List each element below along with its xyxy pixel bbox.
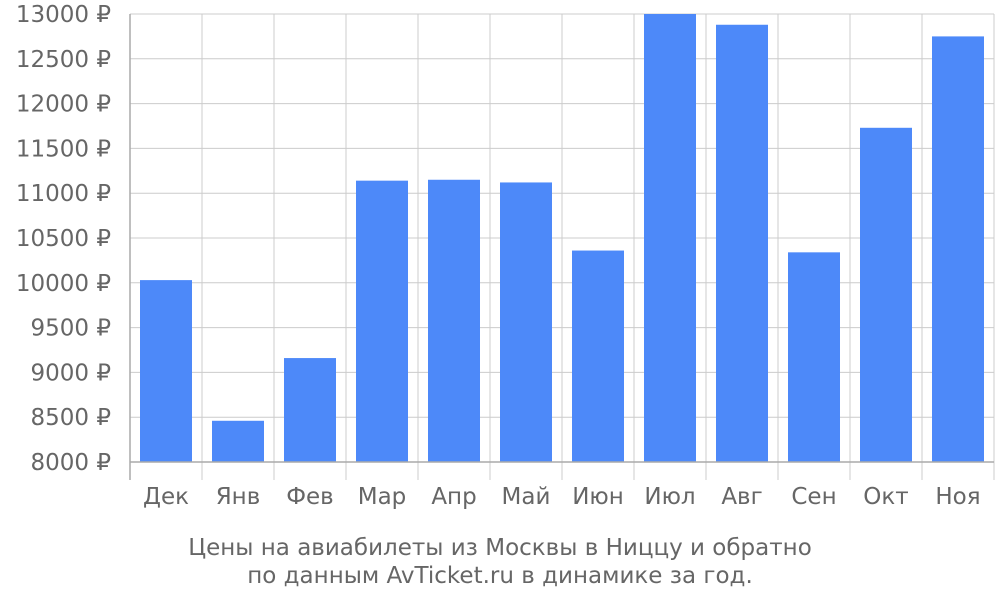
bar (428, 179, 480, 462)
x-tick-label: Сен (791, 484, 836, 510)
x-tick-label: Янв (216, 484, 261, 510)
y-tick-labels: 8000 ₽ 8500 ₽ 9000 ₽ 9500 ₽ 10000 ₽ 10500 ₽ 11… (16, 2, 111, 476)
x-tick-label: Авг (721, 484, 762, 510)
x-tick-label: Мар (358, 484, 407, 510)
bar (572, 250, 624, 462)
bar-chart: 8000 ₽ 8500 ₽ 9000 ₽ 9500 ₽ 10000 ₽ 10500 ₽ 11… (16, 2, 995, 510)
bar (860, 127, 912, 463)
x-tick-label: Апр (431, 484, 476, 510)
y-tick-label: 9500 ₽ (31, 316, 111, 342)
x-tick-label: Июн (572, 484, 624, 510)
chart-caption-line-1: Цены на авиабилеты из Москвы в Ниццу и о… (188, 535, 812, 561)
y-tick-label: 9000 ₽ (31, 360, 111, 386)
y-tick-label: 13000 ₽ (16, 2, 111, 28)
y-tick-label: 10000 ₽ (16, 271, 111, 297)
bar (644, 14, 696, 462)
x-tick-label: Окт (863, 484, 908, 510)
x-tick-label: Июл (644, 484, 695, 510)
y-tick-label: 8000 ₽ (31, 450, 111, 476)
bar (500, 182, 552, 462)
bars (140, 14, 984, 463)
y-tick-label: 12000 ₽ (16, 92, 111, 118)
bar (212, 420, 264, 462)
x-tick-labels: Дек Янв Фев Мар Апр Май Июн Июл Авг Сен Окт Ноя (143, 484, 981, 510)
x-tick-label: Фев (286, 484, 334, 510)
bar (140, 280, 192, 462)
bar (932, 36, 984, 463)
x-tick-label: Май (502, 484, 551, 510)
bar (284, 358, 336, 462)
y-tick-label: 10500 ₽ (16, 226, 111, 252)
bar (716, 24, 768, 462)
bar (788, 252, 840, 462)
bar (356, 180, 408, 462)
x-tick-label: Дек (143, 484, 189, 510)
x-tick-label: Ноя (935, 484, 980, 510)
y-tick-label: 8500 ₽ (31, 405, 111, 431)
axes (129, 14, 994, 480)
chart-caption-line-2: по данным AvTicket.ru в динамике за год. (247, 563, 753, 589)
y-tick-label: 11000 ₽ (16, 181, 111, 207)
y-tick-label: 11500 ₽ (16, 136, 111, 162)
y-tick-label: 12500 ₽ (16, 47, 111, 73)
